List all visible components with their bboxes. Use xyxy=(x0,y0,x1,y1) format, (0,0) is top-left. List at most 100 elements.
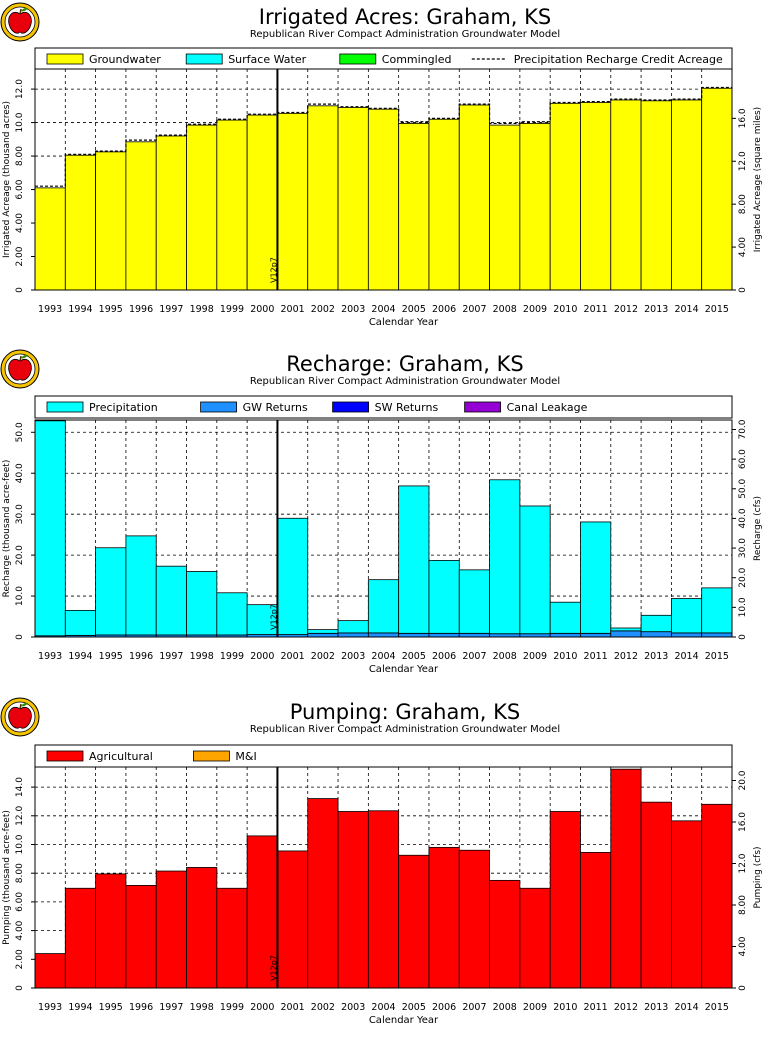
bar-groundwater xyxy=(155,135,187,291)
x-tick-label: 2006 xyxy=(432,1002,456,1013)
plot-frame xyxy=(34,419,733,638)
bar-agricultural xyxy=(580,851,612,989)
x-tick-label: 2003 xyxy=(341,304,365,315)
x-tick-label: 2000 xyxy=(250,651,274,662)
bar-precipitation xyxy=(186,571,218,636)
y-tick-label: 12.0 xyxy=(15,806,25,826)
x-tick-label: 2008 xyxy=(493,304,517,315)
bar-precipitation xyxy=(549,601,581,634)
x-tick-label: 1995 xyxy=(99,304,123,315)
bar-groundwater xyxy=(34,187,66,291)
bar-agricultural xyxy=(155,870,187,989)
logo-stem xyxy=(19,8,22,15)
y2-tick-label: 70.0 xyxy=(738,419,748,439)
x-tick-label: 1993 xyxy=(38,1002,62,1013)
chart-title: Recharge: Graham, KS xyxy=(286,352,523,376)
y-tick-label: 0 xyxy=(15,634,25,640)
bar-groundwater xyxy=(640,100,672,291)
x-tick-label: 1998 xyxy=(190,1002,214,1013)
x-tick-label: 2013 xyxy=(644,651,668,662)
x-tick-label: 2010 xyxy=(553,304,577,315)
x-tick-label: 1997 xyxy=(159,1002,183,1013)
bar-gw-returns xyxy=(580,632,612,638)
precip-credit-line xyxy=(35,86,732,187)
x-tick-label: 2014 xyxy=(674,651,698,662)
bar-agricultural xyxy=(640,801,672,989)
y2-tick-label: 4.00 xyxy=(738,237,748,257)
bar-precipitation xyxy=(337,620,369,634)
bar-precipitation xyxy=(155,565,187,636)
logo-stem xyxy=(19,703,22,710)
bar-agricultural xyxy=(428,846,460,989)
legend-label: SW Returns xyxy=(375,401,439,414)
y-tick-label: 0 xyxy=(15,287,25,293)
x-axis: 1993 1994 1995 1996 1997 1998 1999 2000 2001 2002… xyxy=(38,1002,729,1013)
x-tick-label: 2002 xyxy=(311,1002,335,1013)
bars xyxy=(34,87,733,291)
bar-agricultural xyxy=(610,768,642,989)
x-tick-label: 2004 xyxy=(371,651,395,662)
x-tick-label: 2007 xyxy=(462,651,486,662)
x-tick-label: 2013 xyxy=(644,304,668,315)
x-tick-label: 2015 xyxy=(705,304,729,315)
bar-agricultural xyxy=(125,884,157,989)
y-tick-label: 4.00 xyxy=(15,920,25,940)
y2-tick-label: 8.00 xyxy=(738,194,748,214)
x-tick-label: 1994 xyxy=(68,651,92,662)
x-tick-label: 2001 xyxy=(280,304,304,315)
bar-groundwater xyxy=(367,108,400,291)
x-tick-label: 2015 xyxy=(705,1002,729,1013)
y2-tick-label: 0 xyxy=(738,634,748,640)
y2-tick-label: 12.0 xyxy=(738,853,748,873)
y-axis-label: Recharge (thousand acre-feet) xyxy=(2,460,12,598)
bar-precipitation xyxy=(398,485,430,634)
logo-apple xyxy=(8,359,32,381)
bar-precipitation xyxy=(95,547,127,636)
y2-axis-label: Recharge (cfs) xyxy=(753,496,763,561)
bar-precipitation xyxy=(277,517,309,635)
x-tick-label: 2010 xyxy=(553,1002,577,1013)
y-tick-label: 10.0 xyxy=(15,112,25,132)
y2-axis-label: Pumping (cfs) xyxy=(753,846,763,908)
x-tick-label: 1993 xyxy=(38,304,62,315)
legend-swatch xyxy=(46,53,84,65)
x-tick-label: 2011 xyxy=(584,1002,608,1013)
bar-groundwater xyxy=(307,105,339,291)
chart-subtitle: Republican River Compact Administration … xyxy=(250,724,560,735)
y2-tick-label: 16.0 xyxy=(738,812,748,832)
y2-tick-label: 60.0 xyxy=(738,449,748,469)
legend-label: M&I xyxy=(235,750,256,763)
y-tick-label: 8.00 xyxy=(15,146,25,166)
chart-subtitle: Republican River Compact Administration … xyxy=(250,29,560,40)
x-tick-label: 2003 xyxy=(341,651,365,662)
y-tick-label: 50.0 xyxy=(15,422,25,442)
y2-tick-label: 20.0 xyxy=(738,770,748,790)
y-tick-label: 14.0 xyxy=(15,777,25,797)
bar-gw-returns xyxy=(337,632,369,638)
legend-label: Canal Leakage xyxy=(507,401,588,414)
x-tick-label: 2011 xyxy=(584,304,608,315)
bar-groundwater xyxy=(277,112,309,291)
x-tick-label: 2003 xyxy=(341,1002,365,1013)
y-tick-label: 8.00 xyxy=(15,863,25,883)
bar-groundwater xyxy=(186,124,218,291)
x-tick-label: 1998 xyxy=(190,304,214,315)
x-tick-label: 1997 xyxy=(159,304,183,315)
bar-gw-returns xyxy=(428,632,460,638)
pumping-panel: Pumping: Graham, KS Republican River Comp… xyxy=(0,695,768,1040)
y2-tick-label: 12.0 xyxy=(738,151,748,171)
bar-agricultural xyxy=(549,811,581,989)
x-tick-label: 2005 xyxy=(402,651,426,662)
bar-groundwater xyxy=(337,107,369,291)
y-axis-label: Irrigated Acreage (thousand acres) xyxy=(2,101,12,258)
bar-precipitation xyxy=(580,521,612,634)
bar-groundwater xyxy=(428,118,460,291)
bar-agricultural xyxy=(670,820,703,989)
bar-agricultural xyxy=(398,854,430,989)
legend-label: Precipitation Recharge Credit Acreage xyxy=(514,53,723,66)
x-tick-label: 1993 xyxy=(38,651,62,662)
y-tick-label: 40.0 xyxy=(15,463,25,483)
bar-precipitation xyxy=(519,505,551,635)
